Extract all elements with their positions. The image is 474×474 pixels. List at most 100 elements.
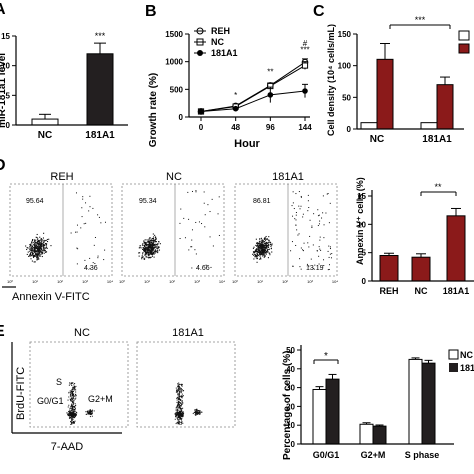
scatter-dot	[154, 252, 156, 254]
scatter-dot	[85, 411, 87, 413]
scatter-dot	[150, 251, 152, 253]
scatter-dot	[320, 249, 322, 251]
scatter-dot	[267, 246, 269, 248]
scatter-dot	[35, 250, 37, 252]
scatter-dot	[309, 219, 311, 221]
scatter-dot	[89, 413, 91, 415]
scatter-dot	[88, 413, 90, 415]
scatter-dot	[147, 254, 149, 256]
scatter-dot	[71, 399, 73, 401]
scatter-dot	[70, 420, 72, 422]
scatter-dot	[318, 263, 320, 265]
scatter-dot	[268, 236, 270, 238]
scatter-dot	[44, 247, 46, 249]
scatter-dot	[38, 248, 40, 250]
scatter-dot	[41, 243, 43, 245]
scatter-dot	[152, 249, 154, 251]
scatter-dot	[323, 259, 325, 261]
scatter-dot	[33, 261, 35, 263]
decade-label: 10³	[194, 279, 200, 284]
scatter-dot	[39, 244, 41, 246]
scatter-dot	[149, 250, 151, 252]
scatter-dot	[259, 255, 261, 257]
scatter-dot	[253, 246, 255, 248]
scatter-dot	[263, 256, 265, 258]
scatter-dot	[326, 193, 328, 195]
scatter-dot	[256, 250, 258, 252]
scatter-dot	[321, 217, 323, 219]
scatter-dot	[144, 253, 146, 255]
scatter-dot	[45, 251, 48, 253]
scatter-dot	[152, 233, 154, 235]
scatter-dot	[90, 413, 92, 415]
scatter-dot	[195, 414, 197, 416]
scatter-dot	[218, 234, 220, 236]
y-tick-label: 15	[1, 32, 10, 41]
scatter-dot	[73, 413, 75, 415]
scatter-dot	[89, 412, 91, 414]
scatter-dot	[295, 224, 297, 226]
scatter-dot	[38, 258, 40, 260]
scatter-dot	[70, 421, 72, 423]
scatter-dot	[145, 251, 147, 253]
scatter-dot	[148, 254, 150, 256]
scatter-dot	[329, 246, 331, 248]
scatter-dot	[255, 248, 258, 250]
scatter-dot	[35, 253, 37, 255]
scatter-dot	[142, 248, 144, 250]
scatter-dot	[32, 250, 34, 252]
scatter-dot	[67, 414, 69, 417]
scatter-dot	[259, 258, 261, 260]
scatter-dot	[268, 242, 270, 244]
scatter-dot	[28, 255, 30, 257]
scatter-dot	[180, 390, 182, 392]
scatter-dot	[34, 255, 36, 257]
scatter-dot	[267, 246, 270, 248]
scatter-dot	[178, 399, 180, 401]
scatter-dot	[37, 256, 39, 258]
scatter-dot	[144, 242, 146, 244]
scatter-dot	[253, 252, 255, 254]
scatter-dot	[263, 251, 265, 254]
scatter-dot	[152, 247, 154, 249]
scatter-dot	[91, 415, 93, 417]
scatter-dot	[66, 412, 68, 414]
scatter-dot	[330, 257, 332, 259]
scatter-dot	[323, 237, 325, 239]
scatter-dot	[177, 386, 179, 388]
scatter-dot	[81, 216, 83, 218]
panel-letter-b: B	[145, 3, 157, 20]
scatter-dot	[67, 406, 69, 408]
scatter-dot	[43, 248, 45, 250]
scatter-dot	[31, 245, 34, 247]
scatter-dot	[91, 410, 93, 412]
scatter-dot	[295, 244, 297, 246]
scatter-dot	[269, 243, 272, 245]
scatter-dot	[34, 240, 36, 242]
scatter-dot	[180, 421, 182, 423]
cycle-ylabel: BrdU-FITC	[15, 367, 27, 420]
scatter-dot	[179, 404, 181, 406]
scatter-dot	[140, 247, 142, 249]
scatter-dot	[177, 385, 179, 387]
scatter-dot	[33, 241, 35, 243]
scatter-dot	[178, 392, 180, 394]
scatter-dot	[252, 253, 254, 255]
scatter-dot	[264, 240, 266, 243]
scatter-dot	[70, 405, 72, 407]
scatter-dot	[75, 397, 77, 399]
scatter-dot	[144, 248, 147, 250]
scatter-dot	[255, 254, 257, 257]
y-tick-label: 50	[286, 346, 295, 355]
scatter-dot	[69, 413, 72, 415]
scatter-dot	[298, 233, 300, 235]
scatter-dot	[152, 253, 155, 255]
y-tick-label: 15	[357, 192, 366, 201]
scatter-dot	[177, 414, 179, 416]
scatter-dot	[177, 396, 179, 398]
scatter-dot	[328, 268, 330, 270]
scatter-dot	[329, 202, 331, 204]
scatter-dot	[147, 252, 150, 254]
scatter-dot	[70, 409, 72, 411]
scatter-dot	[154, 245, 156, 248]
